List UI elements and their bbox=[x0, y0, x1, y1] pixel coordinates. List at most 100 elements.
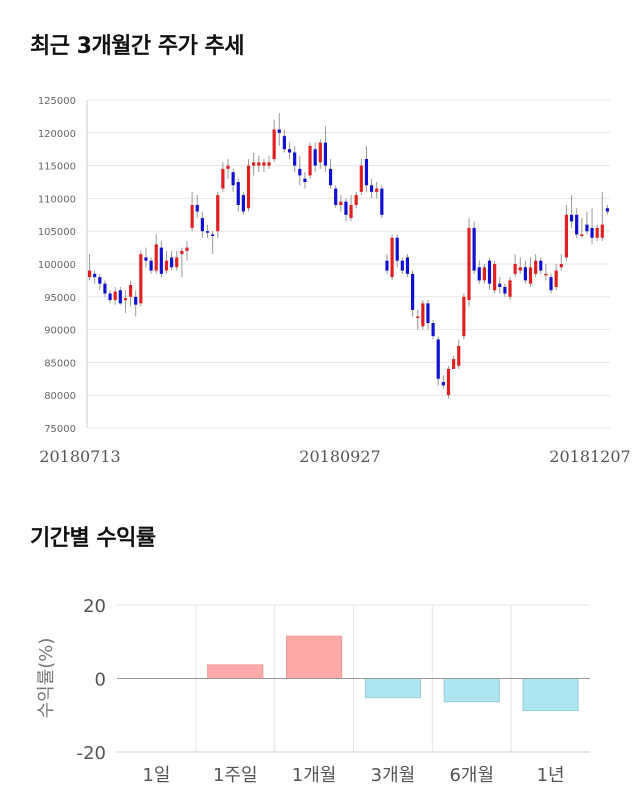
candle-down bbox=[323, 142, 328, 166]
candle-up bbox=[518, 267, 522, 271]
y-tick-label: 85000 bbox=[44, 358, 76, 369]
candle-down bbox=[411, 273, 415, 310]
candle-up bbox=[308, 145, 312, 176]
candle-up bbox=[513, 264, 517, 274]
candle-down bbox=[103, 283, 107, 294]
candle-up bbox=[257, 162, 261, 166]
candle-up bbox=[595, 227, 599, 238]
candle-up bbox=[139, 254, 143, 304]
candle-down bbox=[303, 178, 307, 182]
candle-down bbox=[431, 323, 435, 337]
y-tick-label: 95000 bbox=[44, 293, 76, 304]
candle-down bbox=[426, 303, 430, 324]
x-tick-label: 1주일 bbox=[213, 765, 258, 786]
candle-up bbox=[164, 260, 169, 271]
price-candlestick-chart: 75000 80000 85000 90000 95000 100000 105000 110… bbox=[38, 96, 631, 466]
x-tick-label: 1개월 bbox=[292, 765, 337, 786]
candle-down bbox=[441, 382, 445, 386]
candle-up bbox=[87, 270, 92, 278]
candle-up bbox=[467, 227, 471, 301]
candle-down bbox=[277, 129, 281, 133]
candle-down bbox=[205, 231, 210, 233]
candle-down bbox=[328, 168, 333, 186]
y-tick-label: 105000 bbox=[38, 227, 76, 238]
candle-up bbox=[185, 247, 189, 251]
x-tick-label: 3개월 bbox=[371, 765, 416, 786]
returns-chart-title: 기간별 수익률 bbox=[30, 526, 156, 551]
y-tick-label: 115000 bbox=[38, 162, 76, 173]
candle-up bbox=[421, 303, 425, 327]
candle-down bbox=[98, 277, 102, 284]
candle-up bbox=[446, 368, 451, 396]
candle-up bbox=[123, 298, 128, 301]
bar-negative bbox=[364, 678, 422, 699]
candle-down bbox=[503, 286, 507, 294]
candle-up bbox=[564, 214, 569, 258]
candle-up bbox=[354, 195, 358, 205]
candle-down bbox=[298, 168, 302, 176]
candle-down bbox=[395, 237, 399, 261]
y-tick-label: 0 bbox=[95, 670, 106, 691]
candle-down bbox=[211, 234, 215, 236]
candle-down bbox=[590, 227, 594, 238]
candle-down bbox=[585, 224, 589, 232]
candle-down bbox=[144, 257, 148, 261]
y-tick-label: 125000 bbox=[38, 96, 76, 107]
y-tick-label: 20 bbox=[83, 596, 106, 617]
candle-down bbox=[282, 136, 286, 150]
x-tick-label: 1년 bbox=[537, 765, 565, 786]
candle-up bbox=[600, 224, 604, 238]
candle-up bbox=[252, 162, 256, 166]
candle-down bbox=[344, 201, 348, 215]
candle-up bbox=[262, 162, 266, 166]
candle-down bbox=[118, 290, 122, 304]
candle-up bbox=[508, 280, 512, 297]
candle-down bbox=[400, 260, 404, 271]
candle-down bbox=[108, 293, 112, 301]
candle-up bbox=[128, 284, 133, 297]
candle-up bbox=[267, 162, 271, 166]
candle-down bbox=[369, 185, 374, 192]
y-tick-label: -20 bbox=[77, 743, 106, 764]
candle-up bbox=[554, 270, 558, 287]
candle-up bbox=[559, 264, 563, 268]
candle-up bbox=[246, 165, 251, 209]
candle-down bbox=[405, 257, 410, 274]
candle-down bbox=[523, 267, 527, 281]
candle-down bbox=[569, 214, 574, 222]
candle-down bbox=[231, 172, 235, 186]
bar-positive bbox=[285, 635, 343, 679]
candle-up bbox=[416, 316, 420, 318]
candle-down bbox=[93, 273, 97, 278]
bar-positive bbox=[207, 664, 264, 679]
candle-up bbox=[390, 237, 394, 278]
candle-up bbox=[482, 267, 486, 281]
candles-group bbox=[87, 113, 610, 399]
candle-down bbox=[170, 257, 174, 268]
candle-up bbox=[349, 204, 353, 219]
candle-down bbox=[200, 218, 204, 232]
candle-down bbox=[364, 159, 369, 186]
candle-up bbox=[462, 296, 466, 337]
candle-down bbox=[293, 152, 297, 166]
candle-up bbox=[113, 291, 117, 301]
y-tick-label: 110000 bbox=[38, 194, 76, 205]
candle-up bbox=[580, 234, 584, 236]
candle-up bbox=[359, 165, 363, 192]
bar-negative bbox=[443, 678, 500, 703]
candle-down bbox=[287, 149, 292, 153]
candle-up bbox=[175, 257, 179, 268]
y-tick-label: 120000 bbox=[38, 129, 76, 140]
y-tick-label: 100000 bbox=[38, 260, 76, 271]
candle-down bbox=[477, 267, 481, 281]
candle-up bbox=[375, 188, 379, 192]
candle-up bbox=[180, 250, 184, 255]
x-tick-label: 20180927 bbox=[299, 447, 380, 466]
candle-down bbox=[149, 260, 153, 271]
candle-up bbox=[534, 260, 538, 274]
candle-up bbox=[544, 273, 548, 276]
returns-bar-chart: 20 0 -20 수익률(%) 1일 1주일 1개월 3개월 6개월 1년 bbox=[36, 596, 590, 786]
candle-up bbox=[339, 201, 343, 205]
price-chart-title: 최근 3개월간 주가 추세 bbox=[30, 34, 244, 59]
candle-up bbox=[154, 244, 158, 271]
